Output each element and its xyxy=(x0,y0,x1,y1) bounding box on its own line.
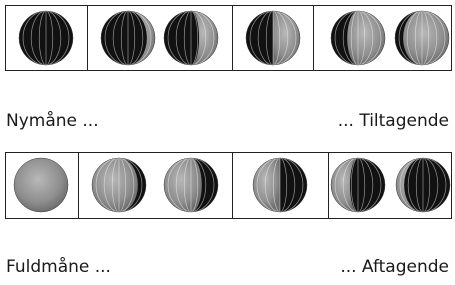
label-end: ... Tiltagende xyxy=(338,111,449,131)
moon xyxy=(331,158,385,212)
moon-lit xyxy=(14,158,68,212)
label-end: ... Aftagende xyxy=(340,257,449,277)
moon xyxy=(331,11,385,65)
label-start: Fuldmåne ... xyxy=(6,256,111,277)
moon xyxy=(164,11,218,65)
moon xyxy=(396,158,450,212)
moon xyxy=(19,11,73,65)
moon-lit xyxy=(403,11,449,65)
moon-lit xyxy=(92,158,138,212)
moon xyxy=(101,11,155,65)
moon xyxy=(164,158,218,212)
moon xyxy=(14,158,68,212)
moon xyxy=(92,158,146,212)
moon xyxy=(253,158,307,212)
moon xyxy=(395,11,449,65)
label-start: Nymåne ... xyxy=(6,110,99,131)
moon xyxy=(246,11,300,65)
moon-phases-diagram: Nymåne ... ... Tiltagende Fuldmåne ... .… xyxy=(0,0,455,281)
